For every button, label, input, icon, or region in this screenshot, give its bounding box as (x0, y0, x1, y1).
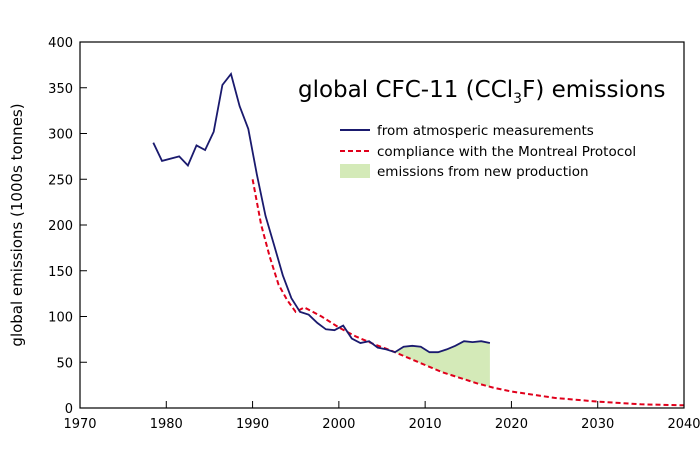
new-production-area (394, 341, 490, 387)
x-tick-label: 2010 (409, 417, 442, 432)
legend-label-measured: from atmosperic measurements (377, 123, 594, 139)
y-tick-label: 400 (48, 36, 73, 51)
y-tick-label: 150 (48, 265, 73, 280)
chart-title: global CFC-11 (CCl3F) emissions (298, 77, 666, 107)
x-tick-label: 1980 (150, 417, 183, 432)
y-tick-label: 200 (48, 219, 73, 234)
y-tick-label: 0 (65, 402, 73, 417)
x-tick-label: 1970 (63, 417, 96, 432)
x-tick-label: 2020 (495, 417, 528, 432)
y-tick-label: 50 (56, 356, 73, 371)
y-axis-label: global emissions (1000s tonnes) (8, 103, 26, 346)
x-tick-label: 1990 (236, 417, 269, 432)
y-tick-label: 100 (48, 311, 73, 326)
compliance-series-line (251, 179, 685, 407)
legend-label-compliance: compliance with the Montreal Protocol (377, 144, 636, 160)
y-tick-label: 350 (48, 82, 73, 97)
measured-series-line (152, 72, 491, 354)
y-tick-label: 300 (48, 128, 73, 143)
y-tick-label: 250 (48, 173, 73, 188)
legend-label-new-production: emissions from new production (377, 164, 589, 180)
x-tick-label: 2040 (667, 417, 700, 432)
legend-swatch-new-production (340, 164, 370, 178)
x-tick-label: 2000 (322, 417, 355, 432)
x-tick-label: 2030 (581, 417, 614, 432)
legend: from atmosperic measurements compliance … (340, 123, 636, 180)
